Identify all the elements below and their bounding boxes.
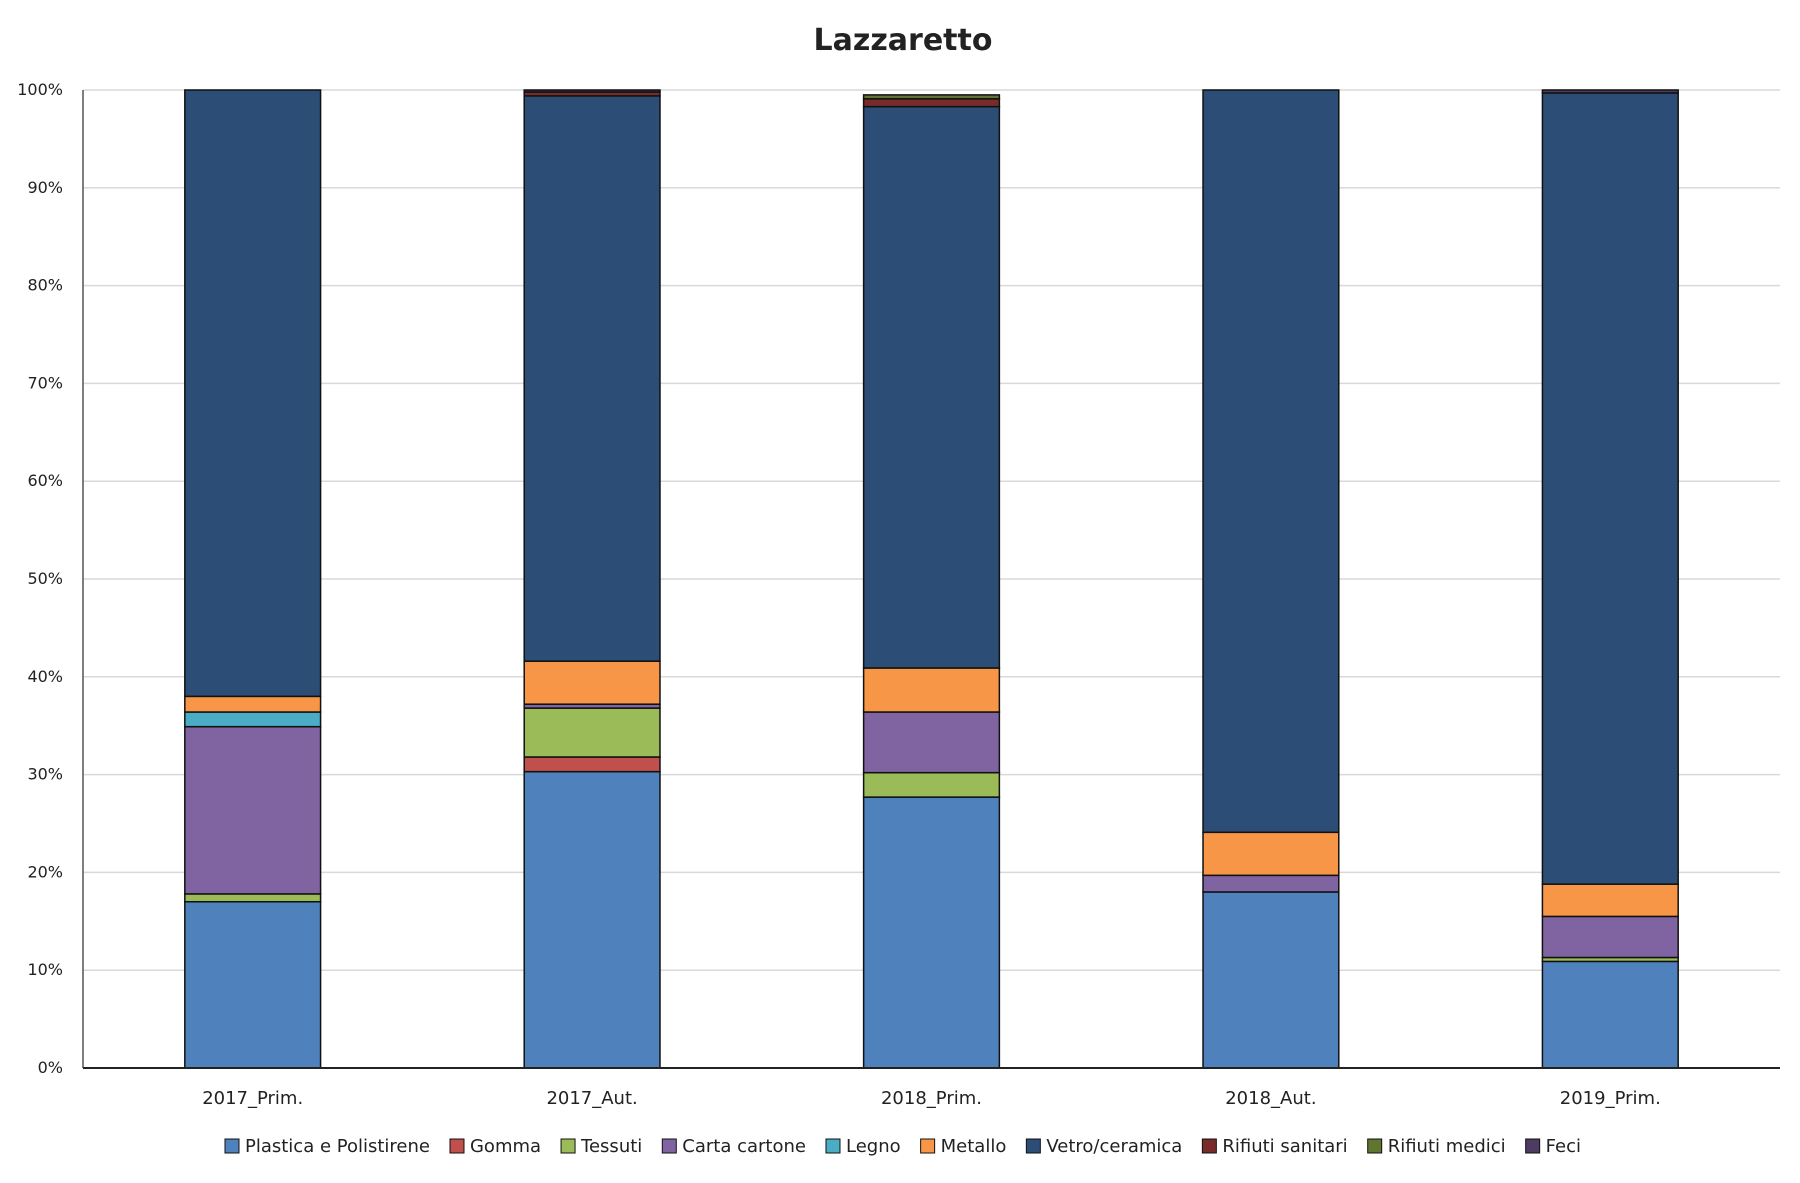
y-tick-label: 100% xyxy=(17,80,63,99)
legend-label: Carta cartone xyxy=(682,1136,806,1157)
bar-segment xyxy=(862,711,1001,774)
bar-segment xyxy=(523,89,661,93)
legend-swatch xyxy=(825,1138,841,1154)
y-tick-label: 30% xyxy=(27,765,63,784)
bar-segment xyxy=(184,89,322,698)
bar-segment xyxy=(1541,915,1679,959)
bar-segment xyxy=(1541,92,1679,885)
x-tick-label: 2017_Aut. xyxy=(546,1088,637,1109)
bar-segment xyxy=(862,98,1001,108)
bar-segment xyxy=(523,756,661,773)
bar-segment xyxy=(184,725,322,895)
legend-label: Metallo xyxy=(941,1136,1007,1157)
chart-title: Lazzaretto xyxy=(814,23,993,58)
bar-segment xyxy=(862,105,1001,669)
legend-swatch xyxy=(1367,1138,1383,1154)
bar-segment xyxy=(862,94,1001,100)
legend-label: Legno xyxy=(846,1136,901,1157)
bar-segment xyxy=(184,900,322,1069)
legend-swatch xyxy=(920,1138,936,1154)
legend-swatch xyxy=(1525,1138,1541,1154)
legend-label: Rifiuti sanitari xyxy=(1222,1136,1347,1157)
bar-segment xyxy=(1202,831,1340,877)
y-tick-label: 60% xyxy=(27,471,63,490)
y-tick-label: 40% xyxy=(27,667,63,686)
y-tick-label: 80% xyxy=(27,276,63,295)
bar-segment xyxy=(184,711,322,728)
legend-label: Plastica e Polistirene xyxy=(245,1136,430,1157)
legend-swatch xyxy=(560,1138,576,1154)
bar-segment xyxy=(523,95,661,662)
bar-segment xyxy=(1541,960,1679,1069)
y-tick-label: 20% xyxy=(27,862,63,881)
bar-segment xyxy=(184,893,322,903)
bar-segment xyxy=(1202,891,1340,1069)
y-tick-label: 50% xyxy=(27,569,63,588)
y-tick-label: 70% xyxy=(27,373,63,392)
x-tick-label: 2017_Prim. xyxy=(202,1088,303,1109)
bar-segment xyxy=(862,667,1001,713)
legend-label: Gomma xyxy=(470,1136,541,1157)
legend-swatch xyxy=(1201,1138,1217,1154)
bar-segment xyxy=(1202,874,1340,893)
bar-segment xyxy=(1541,89,1679,94)
legend-label: Feci xyxy=(1546,1136,1581,1157)
x-tick-label: 2018_Prim. xyxy=(881,1088,982,1109)
y-tick-label: 90% xyxy=(27,178,63,197)
legend-label: Rifiuti medici xyxy=(1388,1136,1506,1157)
bar-segment xyxy=(523,770,661,1069)
bar-segment xyxy=(184,695,322,713)
bar-segment xyxy=(1541,883,1679,918)
bar-segment xyxy=(523,707,661,758)
x-tick-label: 2018_Aut. xyxy=(1225,1088,1316,1109)
legend-swatch xyxy=(224,1138,240,1154)
legend-label: Vetro/ceramica xyxy=(1046,1136,1182,1157)
legend-label: Tessuti xyxy=(580,1136,642,1157)
legend-swatch xyxy=(661,1138,677,1154)
x-tick-label: 2019_Prim. xyxy=(1560,1088,1661,1109)
bar-segment xyxy=(862,796,1001,1069)
bar-segment xyxy=(1202,89,1340,834)
legend-swatch xyxy=(449,1138,465,1154)
y-tick-label: 10% xyxy=(27,960,63,979)
legend-swatch xyxy=(1025,1138,1041,1154)
y-tick-label: 0% xyxy=(38,1058,63,1077)
bar-segment xyxy=(862,771,1001,798)
bar-segment xyxy=(523,660,661,705)
